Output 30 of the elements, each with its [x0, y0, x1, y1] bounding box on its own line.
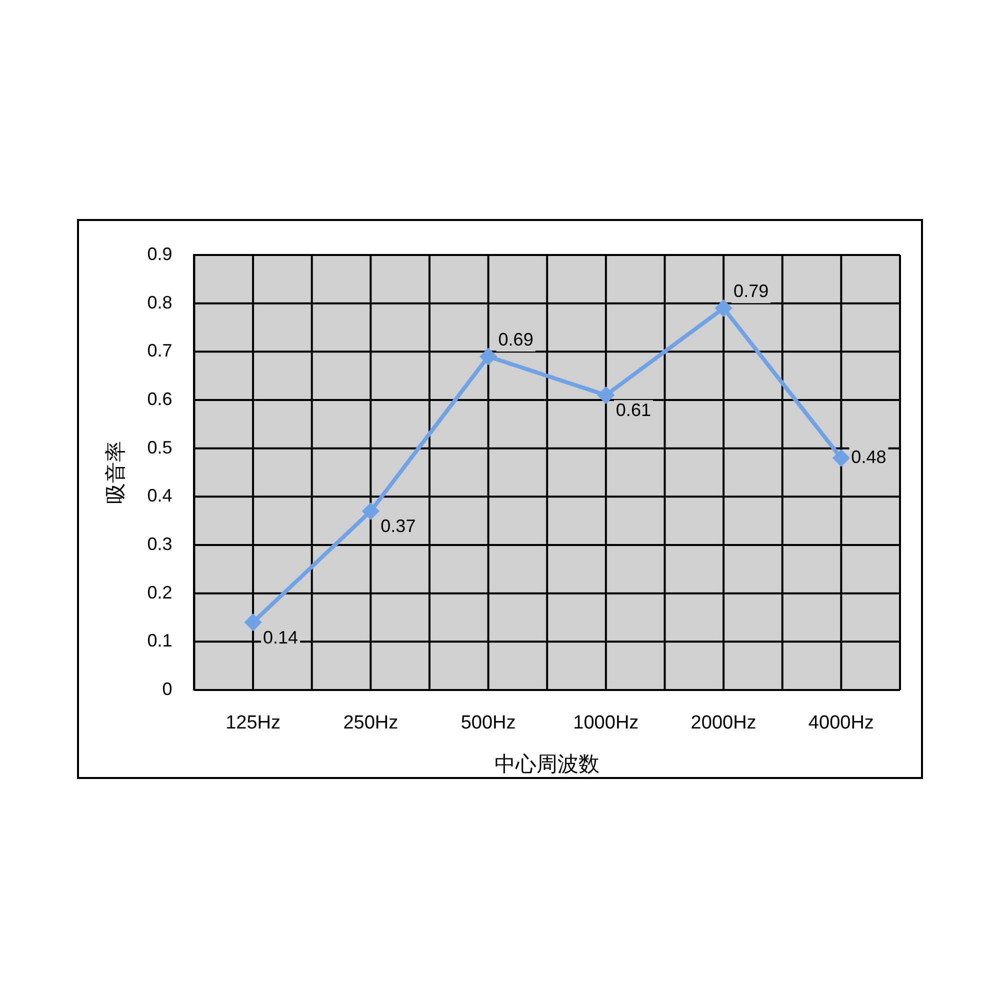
y-tick-label: 0.5: [147, 437, 172, 458]
y-tick-label: 0: [162, 678, 172, 699]
point: [362, 503, 379, 520]
data-label: 0.69: [498, 329, 534, 350]
x-tick-label: 4000Hz: [808, 712, 874, 734]
y-tick-label: 0.4: [147, 486, 172, 506]
x-tick-label: 2000Hz: [690, 712, 756, 734]
data-label: 0.14: [263, 627, 298, 648]
y-tick-label: 0.9: [147, 244, 172, 264]
point: [480, 348, 496, 364]
x-tick-label: 500Hz: [460, 712, 516, 734]
point: [245, 614, 262, 630]
x-tick-label: 1000Hz: [573, 712, 639, 734]
y-tick-label: 0.7: [147, 340, 172, 361]
y-tick-label: 0.2: [147, 582, 172, 602]
data-label: 0.37: [380, 516, 416, 536]
y-tick-label: 0.8: [147, 292, 172, 312]
data-label: 0.79: [734, 281, 769, 302]
data-label: 0.48: [851, 446, 886, 467]
x-tick-label: 125Hz: [226, 712, 280, 734]
x-axis-title: 中心周波数: [494, 753, 600, 776]
x-tick-label: 250Hz: [343, 712, 398, 734]
point: [716, 300, 732, 316]
y-axis-title: 吸音率: [104, 441, 128, 504]
data-label: 0.61: [616, 400, 651, 420]
y-tick-label: 0.1: [147, 630, 172, 651]
point: [833, 450, 850, 466]
point: [598, 387, 614, 404]
y-tick-label: 0.6: [147, 388, 172, 409]
y-tick-label: 0.3: [147, 534, 172, 554]
